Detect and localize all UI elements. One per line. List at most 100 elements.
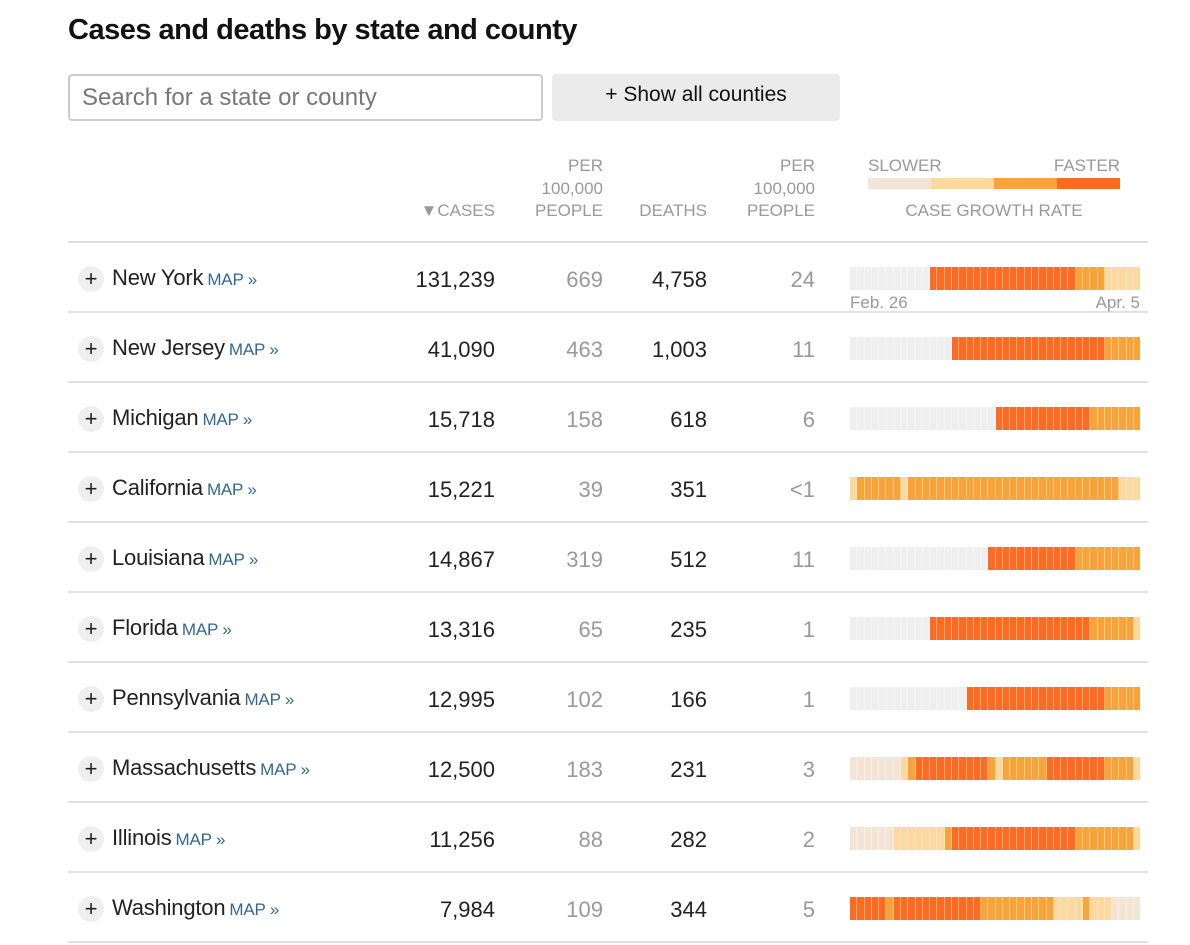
expand-button[interactable]: + [78, 266, 104, 292]
search-input[interactable] [68, 74, 543, 121]
growth-day-segment [973, 337, 982, 360]
growth-day-segment [1010, 407, 1018, 430]
cases-per-100k-value: 183 [566, 757, 603, 782]
growth-day-segment [922, 897, 931, 920]
axis-start-label: Feb. 26 [850, 293, 908, 312]
deaths-value: 344 [670, 897, 707, 922]
growth-day-segment [1061, 827, 1069, 850]
expand-button[interactable]: + [78, 406, 104, 432]
growth-day-segment [973, 827, 982, 850]
growth-day-segment [864, 757, 872, 780]
expand-button[interactable]: + [78, 476, 104, 502]
growth-day-segment [1046, 617, 1054, 640]
table-row: + Massachusetts MAP » 12,500 183 231 3 [68, 733, 1148, 803]
expand-button[interactable]: + [78, 616, 104, 642]
growth-day-segment [1090, 757, 1098, 780]
growth-day-segment [1112, 757, 1120, 780]
growth-day-segment [930, 407, 938, 430]
growth-day-segment [995, 687, 1003, 710]
growth-day-segment [1053, 757, 1062, 780]
growth-day-segment [1083, 407, 1091, 430]
growth-day-segment [1097, 267, 1105, 290]
state-name: Florida [112, 615, 178, 640]
header-cases-sort[interactable]: ▼CASES [420, 201, 495, 220]
deaths-per-100k-value: 5 [802, 897, 815, 922]
growth-day-segment [1053, 407, 1062, 430]
growth-day-segment [864, 337, 872, 360]
map-link[interactable]: MAP » [260, 760, 310, 779]
growth-day-segment [1046, 407, 1054, 430]
growth-day-segment [951, 757, 960, 780]
map-link[interactable]: MAP » [206, 480, 257, 499]
growth-day-segment [1083, 617, 1091, 640]
expand-button[interactable]: + [78, 546, 104, 572]
growth-day-segment [1046, 337, 1054, 360]
growth-day-segment [966, 687, 974, 710]
growth-day-segment [871, 897, 880, 920]
growth-day-segment [850, 897, 858, 920]
header-text: 100,000 [541, 178, 603, 198]
map-link[interactable]: MAP » [207, 270, 258, 289]
page-title: Cases and deaths by state and county [68, 14, 577, 46]
growth-day-segment [1133, 547, 1141, 570]
growth-day-segment [893, 407, 901, 430]
map-link[interactable]: MAP » [228, 340, 279, 359]
growth-day-segment [850, 267, 858, 290]
map-link[interactable]: MAP » [244, 690, 295, 709]
legend-title: CASE GROWTH RATE [905, 201, 1083, 220]
growth-day-segment [995, 267, 1003, 290]
growth-day-segment [1017, 407, 1025, 430]
growth-day-segment [900, 407, 909, 430]
growth-day-segment [850, 477, 858, 500]
growth-day-segment [959, 687, 967, 710]
growth-day-segment [857, 267, 865, 290]
state-name: Pennsylvania [112, 685, 241, 710]
growth-day-segment [1053, 477, 1062, 500]
growth-day-segment [1010, 757, 1018, 780]
show-all-counties-button[interactable]: + Show all counties [552, 74, 840, 121]
expand-button[interactable]: + [78, 686, 104, 712]
growth-day-segment [886, 687, 894, 710]
state-name-cell: Washington MAP » [112, 895, 279, 921]
state-name-cell: Massachusetts MAP » [112, 755, 310, 781]
expand-button[interactable]: + [78, 826, 104, 852]
expand-button[interactable]: + [78, 336, 104, 362]
growth-day-segment [937, 477, 945, 500]
map-link[interactable]: MAP » [208, 550, 259, 569]
growth-day-segment [981, 547, 989, 570]
growth-day-segment [1017, 337, 1025, 360]
growth-day-segment [966, 827, 974, 850]
table-row: + Illinois MAP » 11,256 88 282 2 [68, 803, 1148, 873]
deaths-per-100k-value: 1 [802, 687, 815, 712]
growth-day-segment [850, 617, 858, 640]
growth-day-segment [937, 617, 945, 640]
expand-button[interactable]: + [78, 756, 104, 782]
map-link[interactable]: MAP » [181, 620, 232, 639]
state-name-cell: Florida MAP » [112, 615, 232, 641]
growth-day-segment [944, 757, 952, 780]
map-link[interactable]: MAP » [202, 410, 253, 429]
deaths-per-100k-value: 6 [802, 407, 815, 432]
growth-day-segment [988, 407, 996, 430]
table-row: + Washington MAP » 7,984 109 344 5 [68, 873, 1148, 943]
growth-day-segment [959, 477, 967, 500]
growth-day-segment [1133, 267, 1141, 290]
case-growth-bar [850, 757, 1141, 780]
growth-day-segment [1032, 617, 1040, 640]
growth-day-segment [1039, 617, 1047, 640]
growth-day-segment [1133, 897, 1141, 920]
growth-day-segment [1068, 897, 1076, 920]
growth-day-segment [1119, 477, 1127, 500]
growth-day-segment [937, 757, 945, 780]
expand-button[interactable]: + [78, 896, 104, 922]
map-link[interactable]: MAP » [229, 900, 280, 919]
map-link[interactable]: MAP » [175, 830, 226, 849]
growth-day-segment [1126, 897, 1134, 920]
growth-day-segment [1119, 407, 1127, 430]
growth-day-segment [864, 897, 872, 920]
cases-per-100k-value: 463 [566, 337, 603, 362]
growth-day-segment [1010, 617, 1018, 640]
state-name-cell: Pennsylvania MAP » [112, 685, 294, 711]
growth-day-segment [1046, 687, 1054, 710]
state-name-cell: Louisiana MAP » [112, 545, 258, 571]
